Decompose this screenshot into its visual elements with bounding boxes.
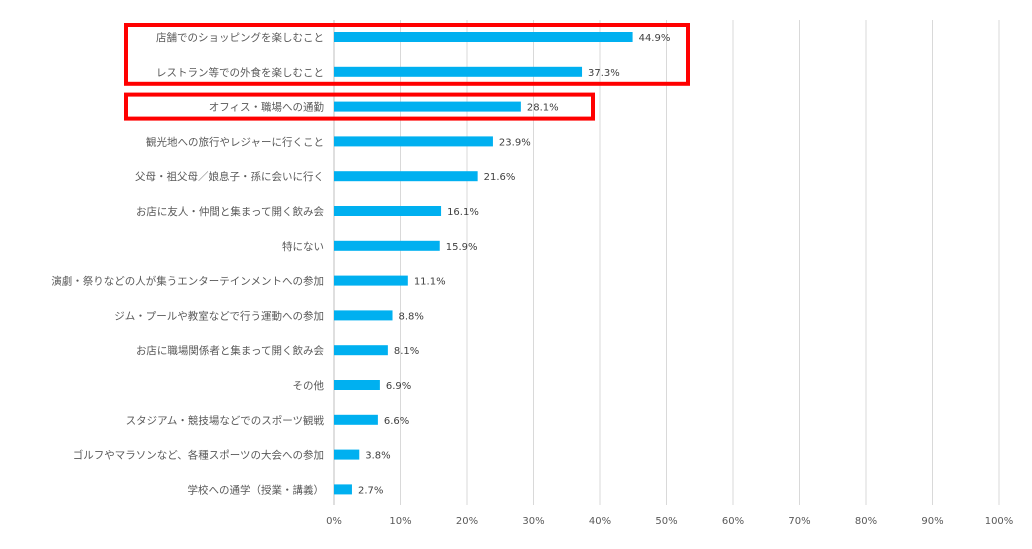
bar	[334, 66, 583, 77]
data-label: 8.1%	[394, 346, 419, 357]
grid-layer	[333, 20, 1000, 505]
data-label: 37.3%	[588, 68, 620, 79]
bar	[334, 449, 360, 460]
category-label: 店舗でのショッピングを楽しむこと	[156, 31, 324, 44]
category-label: お店に職場関係者と集まって開く飲み会	[136, 344, 325, 357]
category-label: 演劇・祭りなどの人が集うエンターテインメントへの参加	[51, 275, 324, 288]
highlight-box	[124, 92, 595, 121]
x-tick-label: 0%	[326, 516, 342, 527]
category-label: スタジアム・競技場などでのスポーツ観戦	[126, 414, 325, 427]
bar	[334, 101, 521, 112]
x-tick-label: 80%	[855, 516, 877, 527]
bar	[334, 345, 388, 356]
data-label: 15.9%	[446, 242, 478, 253]
data-label: 28.1%	[527, 103, 559, 114]
bar-layer	[334, 32, 633, 495]
x-tick-label: 10%	[389, 516, 411, 527]
bar	[334, 275, 408, 286]
category-label: 父母・祖父母／娘息子・孫に会いに行く	[135, 170, 324, 183]
bar	[334, 171, 478, 182]
x-tick-label: 40%	[589, 516, 611, 527]
category-label: 観光地への旅行やレジャーに行くこと	[146, 135, 324, 148]
data-label: 3.8%	[365, 451, 390, 462]
highlight-layer	[124, 23, 690, 121]
category-label: お店に友人・仲間と集まって開く飲み会	[136, 205, 325, 218]
label-layer: 0% 10% 20% 30% 40% 50% 60% 70% 80% 90% 100% 店舗でのショッ…	[51, 31, 1013, 527]
data-label: 2.7%	[358, 485, 383, 496]
category-label: ゴルフやマラソンなど、各種スポーツの大会への参加	[73, 449, 324, 462]
x-tick-label: 60%	[722, 516, 744, 527]
data-label: 21.6%	[484, 172, 516, 183]
bar	[334, 206, 442, 216]
data-label: 16.1%	[447, 207, 479, 218]
highlight-box	[124, 23, 690, 86]
bar	[334, 414, 378, 425]
x-tick-label: 90%	[921, 516, 943, 527]
bar	[334, 32, 633, 42]
x-tick-label: 50%	[655, 516, 677, 527]
category-label: ジム・プールや教室などで行う運動への参加	[114, 309, 324, 322]
category-label: 学校への通学（授業・講義）	[188, 483, 325, 496]
bar	[334, 310, 393, 321]
data-label: 6.6%	[384, 416, 409, 427]
bar	[334, 136, 493, 147]
bar	[334, 484, 352, 495]
data-label: 44.9%	[639, 33, 671, 44]
data-label: 6.9%	[386, 381, 411, 392]
data-label: 8.8%	[399, 311, 424, 322]
x-tick-label: 70%	[788, 516, 810, 527]
bar	[334, 380, 380, 390]
x-tick-label: 100%	[985, 516, 1014, 527]
bar	[334, 240, 440, 251]
data-label: 23.9%	[499, 137, 531, 148]
x-tick-label: 30%	[522, 516, 544, 527]
category-label: その他	[293, 379, 325, 392]
category-label: 特にない	[282, 241, 324, 253]
x-tick-label: 20%	[456, 516, 478, 527]
category-label: オフィス・職場への通勤	[209, 101, 324, 114]
category-label: レストラン等での外食を楽しむこと	[156, 66, 324, 79]
data-label: 11.1%	[414, 277, 446, 288]
